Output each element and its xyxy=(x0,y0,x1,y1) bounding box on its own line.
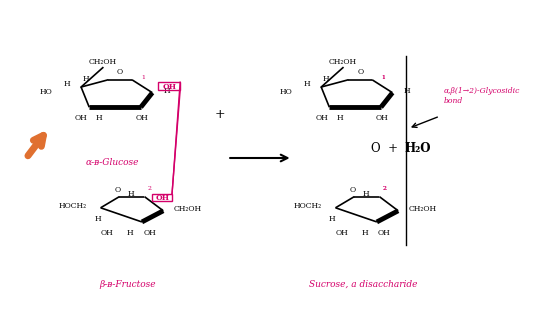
Text: 2: 2 xyxy=(382,186,386,191)
Text: H: H xyxy=(361,229,368,237)
Text: α,β(1→2)-Glycosidic
bond: α,β(1→2)-Glycosidic bond xyxy=(444,87,520,105)
Text: OH: OH xyxy=(378,229,391,237)
Text: HOCH₂: HOCH₂ xyxy=(59,202,87,210)
Text: HOCH₂: HOCH₂ xyxy=(294,202,322,210)
Text: H: H xyxy=(96,114,102,123)
Text: H: H xyxy=(163,87,170,95)
Text: 2: 2 xyxy=(148,186,151,191)
Text: CH₂OH: CH₂OH xyxy=(329,58,357,66)
Text: β-ᴃ-Fructose: β-ᴃ-Fructose xyxy=(100,280,156,289)
Text: H: H xyxy=(94,215,101,223)
Text: H: H xyxy=(304,80,310,88)
Text: O: O xyxy=(117,68,123,76)
Text: 1: 1 xyxy=(382,75,385,80)
Text: OH: OH xyxy=(315,114,328,123)
Text: HO: HO xyxy=(280,88,293,96)
Text: H: H xyxy=(403,87,410,95)
Text: 2: 2 xyxy=(382,186,386,191)
Text: H: H xyxy=(329,215,336,223)
Text: HO: HO xyxy=(40,88,53,96)
Text: OH: OH xyxy=(75,114,88,123)
Text: H: H xyxy=(64,80,70,88)
Text: CH₂OH: CH₂OH xyxy=(408,204,436,213)
Text: O  +: O + xyxy=(371,142,402,155)
Text: H₂O: H₂O xyxy=(405,142,431,155)
Text: H: H xyxy=(363,190,369,198)
Text: Sucrose, a disaccharide: Sucrose, a disaccharide xyxy=(309,280,417,289)
Text: O: O xyxy=(349,185,356,194)
Text: +: + xyxy=(215,107,225,121)
Text: OH: OH xyxy=(101,229,114,237)
Text: OH: OH xyxy=(163,83,176,91)
Text: OH: OH xyxy=(376,114,389,123)
Text: CH₂OH: CH₂OH xyxy=(173,204,202,213)
Text: O: O xyxy=(357,68,363,76)
Text: H: H xyxy=(126,229,133,237)
Text: H: H xyxy=(322,75,329,83)
Text: OH: OH xyxy=(136,114,149,123)
Text: H: H xyxy=(82,75,89,83)
Text: 1: 1 xyxy=(382,75,385,80)
Text: CH₂OH: CH₂OH xyxy=(89,58,117,66)
Text: O: O xyxy=(114,185,121,194)
Text: OH: OH xyxy=(336,229,349,237)
Text: α-ᴃ-Glucose: α-ᴃ-Glucose xyxy=(86,158,139,167)
Text: 1: 1 xyxy=(142,75,146,80)
Text: OH: OH xyxy=(156,194,170,202)
Text: OH: OH xyxy=(143,229,156,237)
Text: H: H xyxy=(336,114,343,123)
Text: H: H xyxy=(128,190,134,198)
